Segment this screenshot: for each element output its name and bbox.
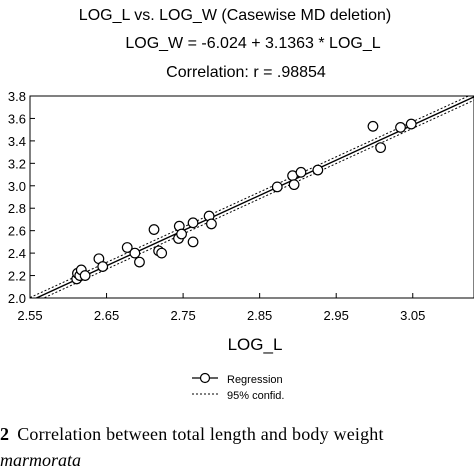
y-tick-label: 3.0 <box>8 179 26 194</box>
y-tick-label: 3.8 <box>8 89 26 104</box>
figure-caption: 2 Correlation between total length and bo… <box>0 424 474 444</box>
figure-number: 2 <box>0 424 10 444</box>
chart-title: LOG_L vs. LOG_W (Casewise MD deletion) <box>79 7 391 24</box>
data-point <box>156 247 168 259</box>
data-point <box>295 166 307 178</box>
data-point <box>148 224 160 235</box>
data-point <box>271 181 283 193</box>
y-tick-label: 3.4 <box>8 134 26 149</box>
data-point <box>129 247 141 259</box>
data-point <box>367 120 379 132</box>
x-tick-label: 3.05 <box>400 308 425 323</box>
data-point <box>312 164 324 176</box>
y-tick-label: 3.6 <box>8 111 26 126</box>
x-axis-title: LOG_L <box>228 335 283 354</box>
data-point <box>79 270 91 281</box>
data-point <box>405 118 417 130</box>
plot-area: 2.0 2.2 2.4 2.6 2.8 3.0 3.2 3.4 3.6 3.8 2.55 2.65 2.… <box>8 89 474 323</box>
data-point <box>97 261 109 272</box>
data-point <box>121 242 133 253</box>
x-tick-label: 2.95 <box>324 308 349 323</box>
y-tick-label: 2.0 <box>8 291 26 306</box>
confidence-lower-line <box>42 99 474 298</box>
y-tick-label: 2.2 <box>8 269 26 284</box>
legend-regression-label: Regression <box>227 374 283 386</box>
data-point <box>187 236 199 248</box>
chart-correlation: Correlation: r = .98854 <box>166 64 326 81</box>
legend-confidence-label: 95% confid. <box>227 390 284 402</box>
data-point <box>206 218 217 230</box>
x-tick-label: 2.55 <box>17 308 42 323</box>
chart-equation: LOG_W = -6.024 + 3.1363 * LOG_L <box>125 35 380 52</box>
y-tick-label: 2.8 <box>8 201 26 216</box>
y-tick-label: 2.4 <box>8 246 26 261</box>
legend-marker-icon <box>199 372 211 384</box>
data-point <box>395 122 406 133</box>
data-point <box>288 179 300 191</box>
chart-legend: Regression 95% confid. <box>192 372 284 402</box>
data-point <box>187 217 199 229</box>
y-tick-label: 3.2 <box>8 156 26 171</box>
x-tick-label: 2.85 <box>247 308 272 323</box>
data-point <box>176 228 187 240</box>
data-point <box>134 256 145 268</box>
caption-species: marmorata <box>0 450 82 470</box>
plot-frame <box>29 95 474 299</box>
data-point <box>375 142 387 154</box>
x-tick-label: 2.75 <box>170 308 195 323</box>
caption-text: Correlation between total length and bod… <box>17 424 384 444</box>
plot-lines <box>30 96 474 298</box>
y-tick-label: 2.6 <box>8 224 26 239</box>
x-tick-label: 2.65 <box>94 308 119 323</box>
